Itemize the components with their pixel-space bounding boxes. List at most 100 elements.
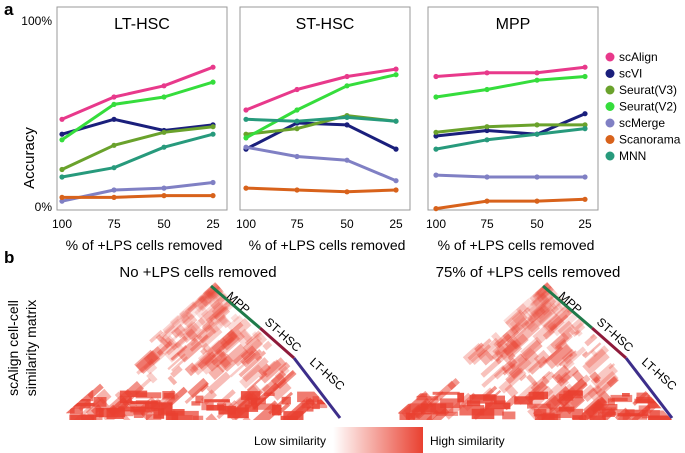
heatmap-cell [254, 350, 267, 362]
panel-label-b: b [4, 248, 14, 267]
heatmap-cell [174, 335, 189, 349]
heatmap-cell [532, 313, 565, 345]
heatmap-cell [492, 343, 508, 359]
data-point-scmerge [161, 185, 167, 191]
x-tick-lt-2: 75 [107, 217, 121, 231]
heatmap-cell [589, 333, 596, 339]
heatmap-cell [216, 389, 236, 408]
data-point-scmerge [111, 187, 117, 193]
heatmap-cell [238, 355, 263, 378]
heatmap-cell [506, 360, 516, 370]
heatmap-cell [214, 356, 227, 368]
heatmap-cell [526, 374, 538, 387]
heatmap-right [390, 282, 672, 420]
heatmap-title-left: No +LPS cells removed [119, 264, 276, 281]
heatmap-cell [573, 329, 580, 336]
data-point-scmerge [243, 144, 249, 150]
data-point-mnn [344, 114, 350, 120]
heatmap-cell [532, 282, 558, 298]
heatmap-cell [195, 324, 217, 344]
heatmap-cell [533, 349, 550, 366]
heatmap-cell [258, 357, 287, 384]
heatmap-cell [607, 398, 615, 405]
heatmap-cell [267, 360, 276, 369]
legend-label-mnn: MNN [619, 149, 646, 163]
x-tick-lt-3: 50 [157, 217, 171, 231]
heatmap-cell [542, 314, 569, 338]
heatmap-cell [405, 412, 415, 420]
heatmap-title-right: 75% of +LPS cells removed [436, 264, 621, 281]
series-group-lt-hsc [59, 64, 216, 204]
series-line-seurat-v3 [435, 123, 585, 134]
heatmap-cell [167, 375, 178, 386]
heatmap-cell [156, 340, 173, 356]
heatmap-cell [187, 377, 209, 399]
heatmap-cell [556, 366, 579, 387]
series-line-scalign [435, 65, 586, 78]
heatmap-cell [549, 322, 558, 332]
data-point-seurat-v3 [59, 166, 65, 173]
diag-label-lt-hsc-left: LT-HSC [307, 355, 348, 394]
diag-bar-mpp-left [210, 284, 261, 330]
heatmap-cell [602, 409, 615, 417]
heatmap-cell [534, 286, 548, 300]
heatmap-cell [551, 303, 565, 316]
diag-label-lt-hsc-right: LT-HSC [639, 355, 680, 394]
heatmap-cell [205, 413, 218, 420]
heatmap-cell [170, 344, 188, 361]
heatmap-cell [541, 370, 551, 380]
heatmap-cell [550, 344, 574, 368]
heatmap-cell [554, 339, 567, 350]
heatmap-cell [197, 297, 206, 305]
heatmap-cell [278, 361, 291, 374]
heatmap-cell [219, 337, 228, 346]
heatmap-cell [616, 409, 635, 416]
heatmap-cell [263, 392, 275, 396]
heatmap-cell [216, 357, 232, 373]
colorbar-low-label: Low similarity [254, 434, 326, 448]
heatmap-cell [239, 328, 253, 343]
heatmap-cell [167, 415, 193, 420]
heatmap-cell [207, 290, 218, 300]
heatmap-cell [592, 385, 603, 395]
heatmap-cell [98, 407, 126, 418]
heatmap-cell [185, 292, 216, 321]
data-point-mnn [111, 165, 117, 171]
heatmap-cell [226, 321, 244, 338]
data-point-seurat-v3 [534, 122, 540, 128]
heatmap-cell [622, 393, 630, 397]
data-point-scvi [582, 111, 588, 117]
heatmap-cell [457, 392, 465, 403]
heatmap-ylabel-line2: similarity matrix [23, 300, 39, 396]
heatmap-cell [274, 365, 290, 381]
heatmap-cell [243, 328, 267, 350]
heatmap-cell [244, 404, 259, 412]
heatmap-cell [582, 348, 610, 376]
heatmap-cell [143, 360, 158, 375]
legend-label-scmerge: scMerge [619, 116, 665, 130]
heatmap-cell [575, 329, 583, 337]
heatmap-cell [170, 323, 186, 339]
colorbar-high-label: High similarity [430, 434, 505, 448]
data-point-scalign [59, 116, 65, 122]
series-line-seurat-v2 [435, 75, 586, 99]
heatmap-cell [526, 288, 557, 317]
data-point-mnn [534, 131, 540, 137]
data-point-mnn [59, 174, 65, 180]
heatmap-cell [430, 402, 454, 413]
heatmap-cell [583, 342, 602, 359]
heatmap-cell [204, 286, 218, 300]
series-line-scanorama [62, 194, 213, 199]
heatmap-cell [145, 402, 173, 410]
x-tick-st-4: 25 [389, 217, 403, 231]
heatmap-cell [195, 395, 204, 404]
data-point-scanorama [433, 206, 439, 212]
heatmap-cell [549, 407, 572, 418]
panel-label-a: a [4, 0, 14, 19]
heatmap-cell [558, 371, 571, 384]
plot-title-lt-hsc: LT-HSC [114, 16, 170, 33]
heatmap-cell [236, 330, 253, 348]
legend-marker-seurat-v3 [605, 85, 615, 95]
heatmap-cell [135, 350, 161, 375]
heatmap-cell [184, 362, 199, 377]
